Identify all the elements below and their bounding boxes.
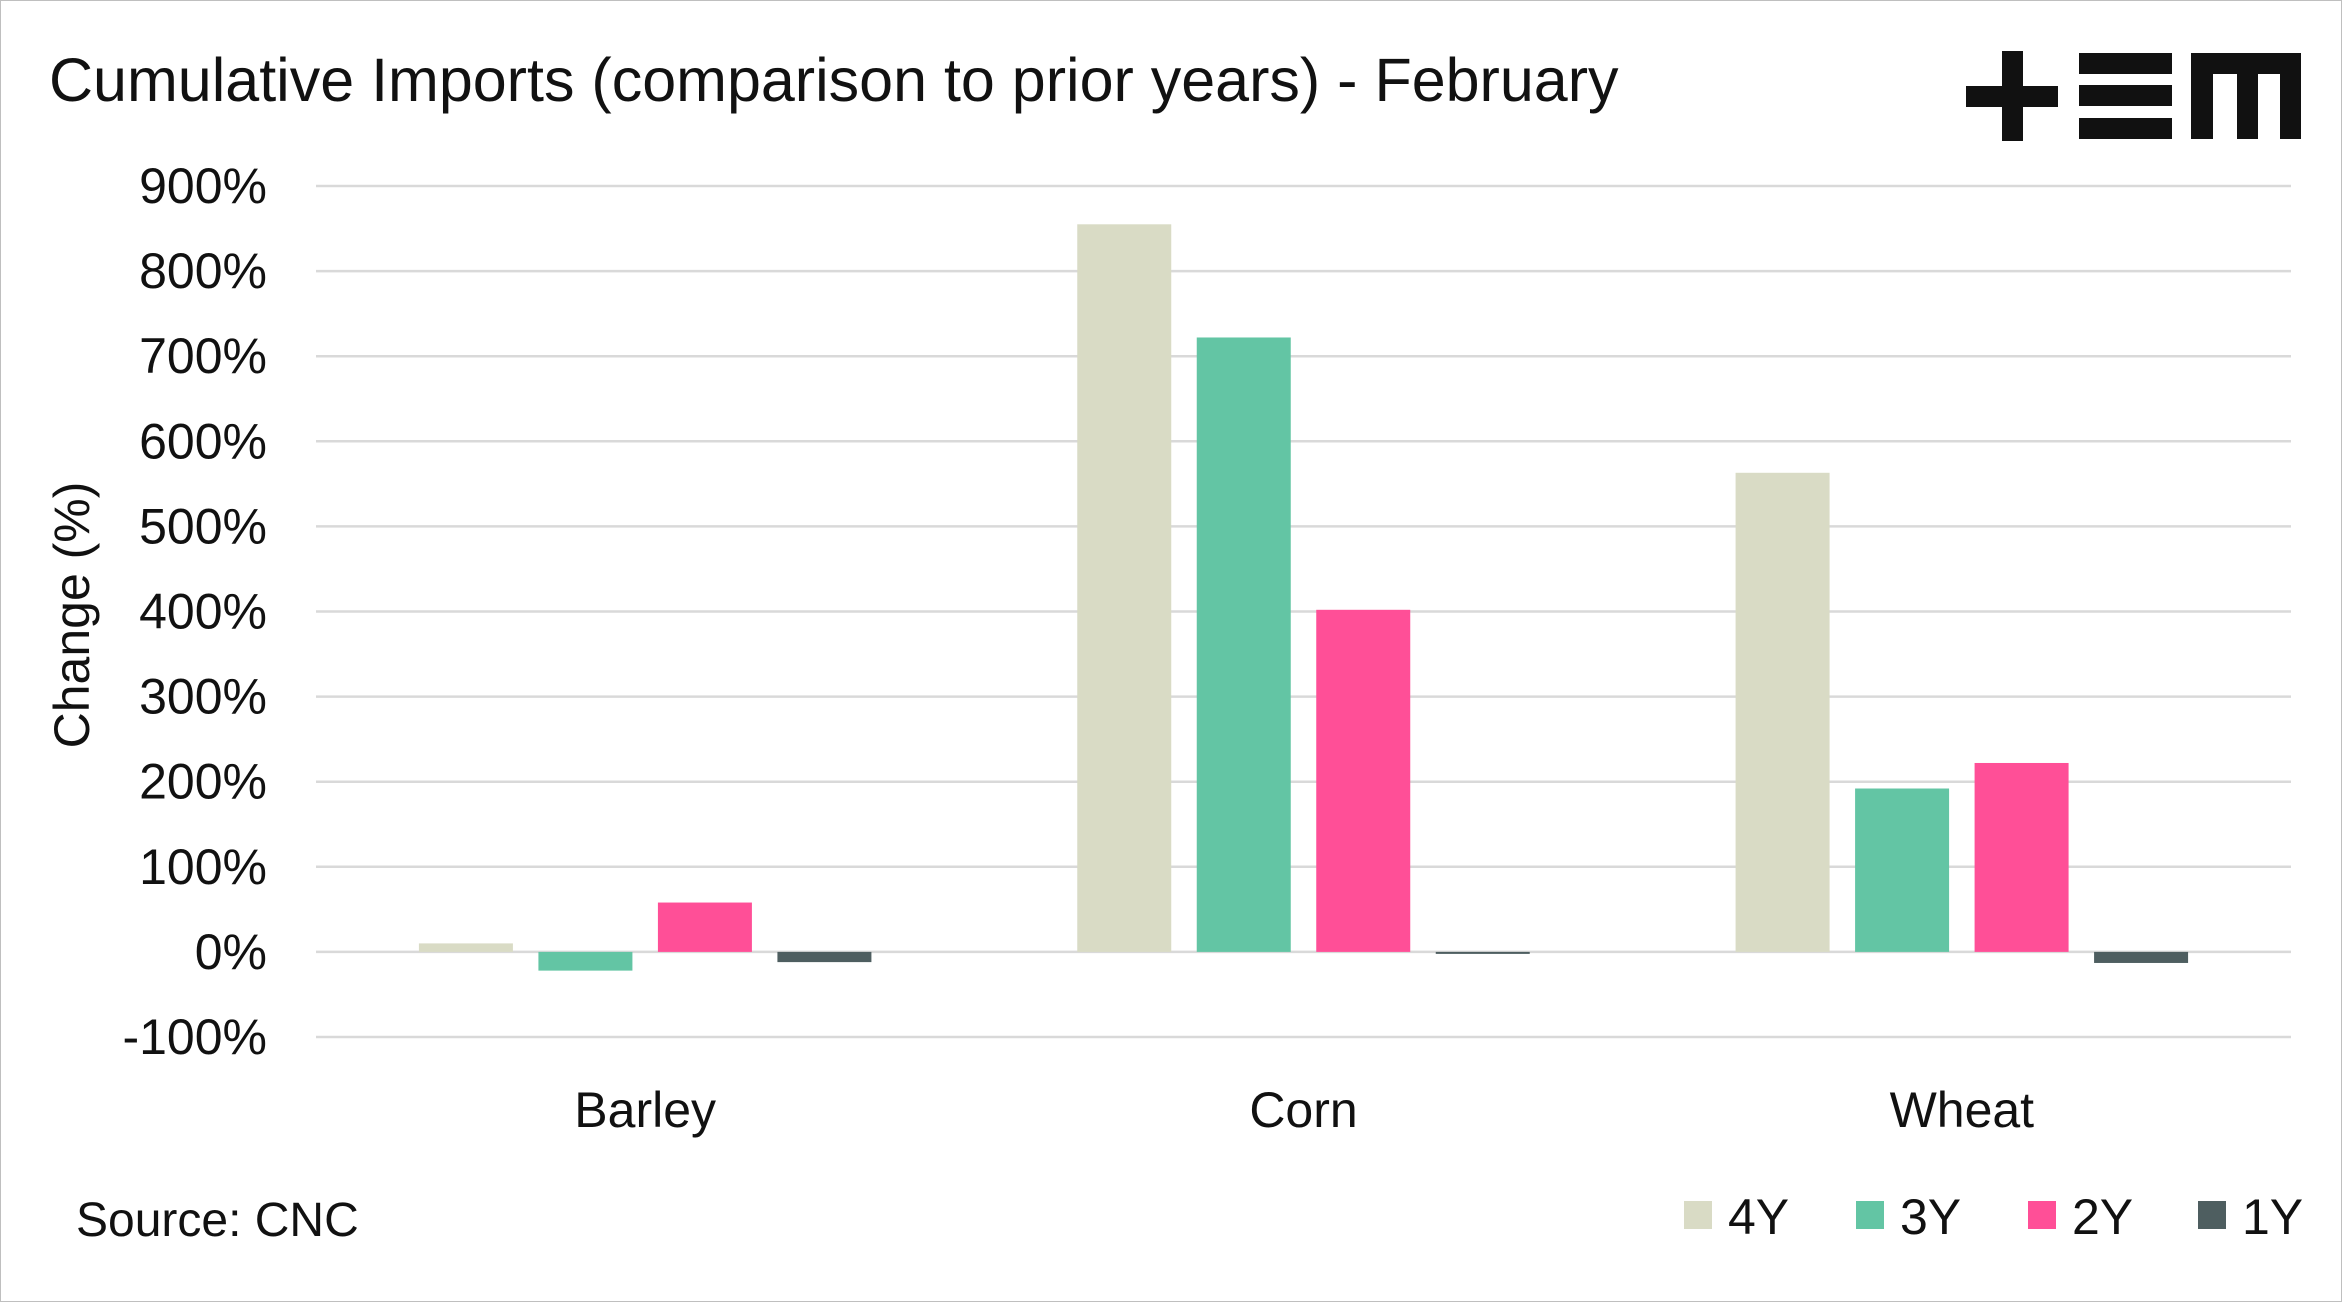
x-axis-ticks: Barley Corn Wheat xyxy=(574,1082,2034,1138)
legend: 4Y 3Y 2Y 1Y xyxy=(1684,1189,2303,1245)
chart-title: Cumulative Imports (comparison to prior … xyxy=(49,46,1619,114)
legend-swatch-3y xyxy=(1856,1201,1884,1229)
legend-swatch-4y xyxy=(1684,1201,1712,1229)
bar-2y-corn xyxy=(1316,609,1411,952)
legend-label-4y: 4Y xyxy=(1728,1189,1789,1245)
legend-label-3y: 3Y xyxy=(1900,1189,1961,1245)
bar-2y-barley xyxy=(657,902,752,952)
bar-4y-wheat xyxy=(1735,472,1830,952)
bar-1y-wheat xyxy=(2094,951,2189,963)
gridlines xyxy=(316,184,2291,1039)
y-tick-label: 400% xyxy=(139,584,267,640)
y-tick-label: 0% xyxy=(195,924,267,980)
legend-label-1y: 1Y xyxy=(2242,1189,2303,1245)
bar-2y-wheat xyxy=(1974,762,2069,952)
tem-logo-icon xyxy=(1966,51,2301,141)
y-tick-label: 100% xyxy=(139,839,267,895)
legend-swatch-2y xyxy=(2028,1201,2056,1229)
y-tick-label: 300% xyxy=(139,669,267,725)
bar-4y-corn xyxy=(1077,224,1172,952)
bar-1y-corn xyxy=(1435,951,1530,954)
legend-label-2y: 2Y xyxy=(2072,1189,2133,1245)
x-tick-label: Barley xyxy=(574,1082,716,1138)
y-tick-label: 900% xyxy=(139,158,267,214)
bar-3y-barley xyxy=(538,951,633,971)
bars xyxy=(418,224,2189,971)
bar-4y-barley xyxy=(418,943,513,952)
y-tick-label: 800% xyxy=(139,243,267,299)
y-tick-label: 200% xyxy=(139,754,267,810)
y-tick-label: 700% xyxy=(139,328,267,384)
y-axis-label: Change (%) xyxy=(44,482,100,749)
legend-swatch-1y xyxy=(2198,1201,2226,1229)
bar-3y-corn xyxy=(1196,337,1291,952)
y-tick-label: 500% xyxy=(139,498,267,554)
x-tick-label: Corn xyxy=(1249,1082,1357,1138)
bar-1y-barley xyxy=(777,951,872,963)
x-tick-label: Wheat xyxy=(1890,1082,2035,1138)
y-tick-label: 600% xyxy=(139,413,267,469)
bar-3y-wheat xyxy=(1855,788,1950,952)
source-note: Source: CNC xyxy=(76,1194,359,1247)
y-axis-ticks: -100% 0% 100% 200% 300% 400% 500% 600% 700% 800% 9… xyxy=(122,158,267,1065)
y-tick-label: -100% xyxy=(122,1009,267,1065)
